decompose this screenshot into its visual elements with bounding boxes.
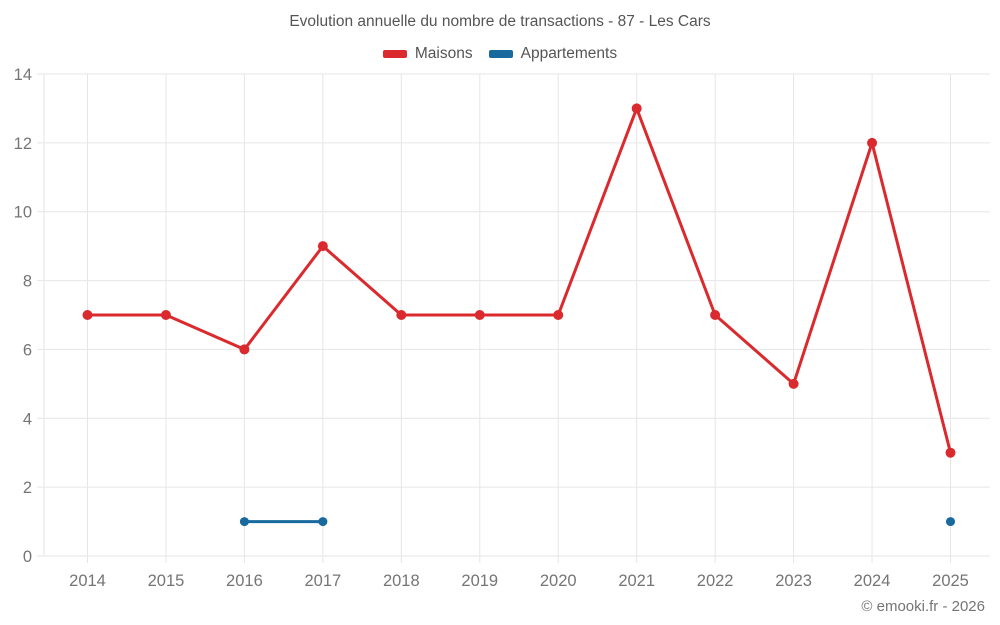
data-point-maisons[interactable]	[553, 310, 564, 320]
x-tick-label: 2019	[461, 572, 498, 590]
data-point-maisons[interactable]	[788, 378, 799, 389]
y-tick-label: 2	[23, 479, 32, 497]
chart-legend: Maisons Appartements	[0, 45, 1000, 63]
x-tick-label: 2016	[226, 572, 263, 590]
data-point-maisons[interactable]	[631, 103, 642, 114]
data-point-maisons[interactable]	[474, 310, 485, 320]
y-tick-label: 14	[14, 66, 32, 84]
y-tick-label: 12	[14, 135, 32, 153]
maisons-legend-swatch-icon	[382, 50, 407, 58]
y-tick-label: 6	[23, 341, 32, 359]
appartements-legend-swatch-icon	[488, 50, 513, 58]
x-tick-label: 2021	[618, 572, 655, 590]
data-point-maisons[interactable]	[945, 447, 956, 458]
series-line-maisons	[713, 313, 796, 386]
data-point-maisons[interactable]	[317, 241, 328, 252]
y-tick-label: 4	[23, 410, 32, 428]
series-line-maisons	[242, 244, 325, 351]
x-tick-label: 2023	[775, 572, 812, 590]
x-tick-label: 2024	[854, 572, 891, 590]
data-point-appartements[interactable]	[318, 517, 328, 527]
maisons-legend-label: Maisons	[414, 45, 473, 62]
y-tick-label: 10	[14, 204, 32, 222]
series-line-maisons	[321, 244, 403, 317]
copyright-text: © emooki.fr - 2026	[861, 598, 985, 615]
x-tick-label: 2025	[932, 572, 969, 590]
legend-item-appartements[interactable]: Appartements	[488, 45, 618, 63]
series-line-maisons	[870, 141, 952, 455]
series-line-maisons	[556, 106, 639, 317]
data-point-maisons[interactable]	[160, 310, 171, 320]
legend-item-maisons[interactable]: Maisons	[382, 45, 473, 63]
data-point-appartements[interactable]	[239, 517, 249, 527]
appartements-legend-label: Appartements	[520, 45, 618, 62]
series-line-maisons	[792, 141, 874, 386]
data-point-maisons[interactable]	[867, 137, 878, 148]
x-tick-label: 2014	[69, 572, 106, 590]
data-point-appartements[interactable]	[946, 517, 955, 527]
series-line-maisons	[635, 106, 717, 317]
x-tick-label: 2022	[697, 572, 734, 590]
y-tick-label: 8	[23, 273, 32, 291]
x-tick-label: 2020	[540, 572, 577, 590]
y-tick-label: 0	[23, 548, 32, 566]
data-point-maisons[interactable]	[82, 310, 93, 320]
series-line-maisons	[164, 313, 246, 351]
data-point-maisons[interactable]	[239, 344, 250, 355]
data-point-maisons[interactable]	[710, 310, 721, 320]
x-tick-label: 2018	[383, 572, 420, 590]
x-tick-label: 2015	[148, 572, 185, 590]
chart-title: Evolution annuelle du nombre de transact…	[289, 13, 711, 30]
x-tick-label: 2017	[305, 572, 342, 590]
data-point-maisons[interactable]	[396, 310, 407, 320]
